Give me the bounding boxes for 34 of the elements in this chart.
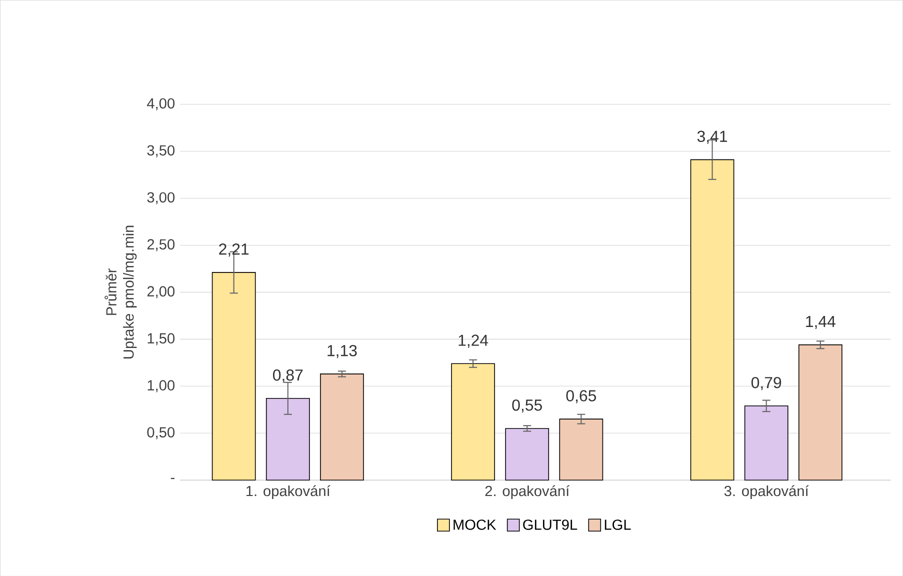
bar: [212, 272, 256, 480]
data-label: 0,65: [566, 390, 596, 404]
legend-label: LGL: [604, 519, 631, 530]
legend-label: MOCK: [454, 519, 496, 530]
bar: [451, 363, 495, 480]
data-label: 0,87: [273, 369, 303, 382]
y-tick-label: 1,50: [148, 332, 175, 346]
y-tick-label: -: [170, 478, 174, 479]
y-tick-label: 0,50: [147, 426, 175, 440]
data-label: 0,79: [751, 376, 782, 390]
bar: [798, 344, 842, 480]
y-tick-label: 3,00: [147, 192, 175, 204]
y-tick-label: 2,00: [147, 286, 175, 298]
y-tick-label: 3,50: [147, 145, 175, 158]
y-tick-label: 2,50: [147, 239, 175, 252]
y-tick-label: 4,00: [147, 98, 175, 110]
x-tick-label: 2. opakování: [485, 485, 570, 499]
bar: [266, 398, 310, 480]
bar: [505, 428, 550, 480]
data-label: 1,24: [458, 334, 488, 348]
bar: [690, 159, 734, 480]
legend-label: GLUT9L: [523, 519, 578, 530]
x-tick-label: 1. opakování: [246, 485, 330, 499]
bar: [320, 373, 364, 480]
y-axis-title: Průměr Uptake pmol/mg.min: [104, 226, 137, 358]
data-label: 2,21: [219, 243, 249, 256]
data-label: 3,41: [697, 130, 727, 144]
bar: [744, 405, 788, 480]
y-tick-label: 1,00: [148, 380, 175, 392]
x-tick-label: 3. opakování: [724, 485, 809, 499]
data-label: 0,55: [512, 399, 542, 412]
data-label: 1,44: [806, 316, 836, 329]
bar: [559, 418, 604, 480]
data-label: 1,13: [328, 344, 357, 358]
